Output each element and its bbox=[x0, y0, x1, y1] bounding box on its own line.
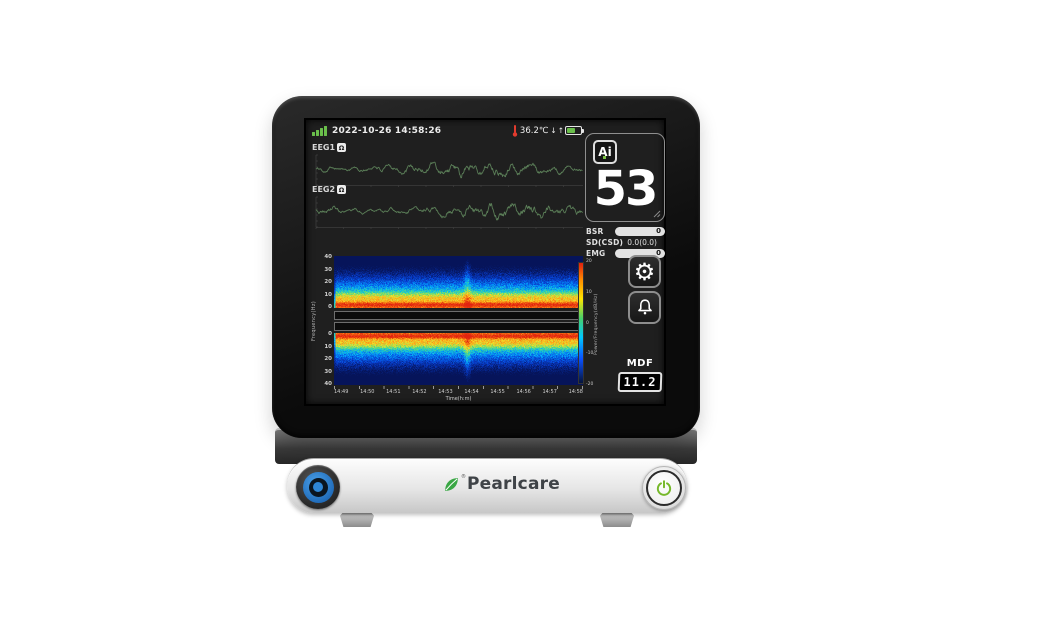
sd-csd-row: SD(CSD) 0.0(0.0) bbox=[586, 237, 665, 247]
time-tick-label: 14:58 bbox=[568, 389, 583, 395]
battery-icon bbox=[565, 126, 584, 135]
freq-tick-label: 30 bbox=[324, 368, 332, 375]
time-tick-label: 14:57 bbox=[542, 389, 557, 395]
time-tick-label: 14:51 bbox=[386, 389, 401, 395]
status-left-group: 2022-10-26 14:58:26 bbox=[312, 125, 442, 136]
time-tick-label: 14:50 bbox=[360, 389, 375, 395]
brand-name: Pearlcare bbox=[467, 474, 560, 494]
thermometer-icon bbox=[512, 125, 518, 137]
time-axis-ticks: 14:49 14:50 14:51 14:52 14:53 14:54 14:55 14:56… bbox=[334, 389, 583, 395]
power-colorbar bbox=[578, 262, 584, 384]
bsr-row: BSR 0 bbox=[586, 226, 665, 236]
eeg1-channel-label: EEG1 Ω bbox=[312, 143, 347, 152]
freq-tick-label: 40 bbox=[324, 254, 332, 260]
freq-tick-label: 10 bbox=[324, 291, 332, 298]
emg-value-pill: 0 bbox=[615, 248, 665, 258]
time-tick-label: 14:49 bbox=[334, 389, 349, 395]
bell-icon bbox=[637, 298, 652, 314]
anesthesia-index-panel[interactable]: Ai 53 bbox=[585, 133, 665, 222]
time-tick-label: 14:52 bbox=[412, 389, 427, 395]
mdf-display: 11.2 bbox=[617, 372, 663, 392]
time-tick-label: 14:55 bbox=[490, 389, 505, 395]
emg-label: EMG bbox=[586, 248, 606, 258]
gear-icon: ⚙ bbox=[633, 257, 656, 286]
arrow-up-icon: ↑ bbox=[557, 126, 564, 135]
registered-mark: ® bbox=[461, 474, 466, 480]
freq-ticks-bottom: 0 10 20 30 40 bbox=[319, 331, 332, 387]
colorbar-tick-label: -20 bbox=[586, 382, 594, 387]
ai-logo-text: Ai bbox=[598, 145, 612, 159]
freq-tick-label: 20 bbox=[324, 279, 332, 285]
frequency-axis-label: Frequency(Hz) bbox=[311, 301, 317, 342]
signal-strength-icon bbox=[312, 125, 327, 136]
freq-tick-label: 40 bbox=[324, 381, 332, 387]
freq-tick-label: 20 bbox=[324, 356, 332, 362]
eeg1-waveform bbox=[312, 153, 584, 187]
mdf-value: 11.2 bbox=[623, 375, 657, 389]
datetime-text: 2022-10-26 14:58:26 bbox=[332, 125, 442, 136]
colorbar-tick-label: 10 bbox=[586, 289, 592, 295]
mdf-label: MDF bbox=[626, 358, 654, 369]
colorbar-tick-label: 0 bbox=[586, 320, 589, 326]
arrow-down-icon: ↓ bbox=[550, 126, 556, 135]
time-axis-label: Time(h:m) bbox=[445, 396, 472, 402]
sd-csd-value: 0.0(0.0) bbox=[627, 237, 657, 247]
spectrogram-top bbox=[334, 256, 583, 308]
time-tick-label: 14:53 bbox=[438, 389, 453, 395]
temperature-text: 36.2℃ bbox=[519, 125, 549, 136]
device-foot-left bbox=[340, 511, 374, 527]
sd-csd-label: SD(CSD) bbox=[586, 237, 624, 247]
bsr-value-pill: 0 bbox=[615, 226, 665, 236]
status-bar: 2022-10-26 14:58:26 36.2℃ ↓ ↑ bbox=[312, 123, 584, 138]
sensor-connector-button[interactable] bbox=[296, 465, 340, 509]
connector-inner-ring bbox=[308, 477, 328, 497]
power-button[interactable] bbox=[642, 466, 686, 510]
settings-button[interactable]: ⚙ bbox=[628, 255, 661, 288]
eeg2-channel-label: EEG2 Ω bbox=[312, 185, 347, 194]
index-value: 53 bbox=[593, 161, 659, 217]
power-icon bbox=[656, 480, 672, 496]
colorbar-ticks: 20 10 0 -10 -20 bbox=[586, 259, 593, 387]
eeg1-label-text: EEG1 bbox=[312, 143, 336, 152]
time-tick-label: 14:56 bbox=[516, 389, 531, 395]
ai-logo-badge: Ai bbox=[593, 140, 617, 164]
spectrogram-gap-bar bbox=[334, 322, 583, 331]
freq-tick-label: 0 bbox=[328, 331, 332, 337]
monitor-display: 2022-10-26 14:58:26 36.2℃ ↓ ↑ EEG1 Ω EEG… bbox=[306, 120, 665, 404]
front-panel bbox=[287, 458, 687, 513]
alarm-button[interactable] bbox=[628, 291, 661, 324]
freq-tick-label: 10 bbox=[324, 343, 332, 350]
device-foot-right bbox=[600, 511, 634, 527]
status-right-group: 36.2℃ ↓ ↑ bbox=[512, 124, 584, 137]
connector-blue-ring bbox=[302, 471, 334, 503]
time-axis-tickmarks bbox=[334, 386, 583, 389]
spectrogram-bottom bbox=[334, 333, 583, 385]
bsr-label: BSR bbox=[586, 226, 604, 236]
freq-tick-label: 30 bbox=[324, 266, 332, 273]
freq-ticks-top: 40 30 20 10 0 bbox=[319, 254, 332, 310]
time-tick-label: 14:54 bbox=[464, 389, 479, 395]
power-button-ring bbox=[646, 470, 682, 506]
emg-row: EMG 0 bbox=[586, 248, 665, 258]
impedance-badge-icon: Ω bbox=[337, 143, 347, 152]
eeg2-label-text: EEG2 bbox=[312, 185, 336, 194]
colorbar-tick-label: -10 bbox=[586, 351, 594, 357]
leaf-logo-icon bbox=[445, 478, 458, 491]
spectrogram-gap-bar bbox=[334, 311, 583, 320]
corner-resize-icon bbox=[653, 210, 661, 218]
colorbar-tick-label: 20 bbox=[586, 259, 592, 264]
brand-logo: ® Pearlcare bbox=[443, 473, 560, 495]
impedance-badge-icon: Ω bbox=[337, 185, 347, 194]
connector-center-dot bbox=[313, 482, 323, 492]
eeg2-waveform bbox=[312, 195, 584, 229]
ai-status-dot bbox=[603, 156, 606, 159]
colorbar-axis-label: Power/Frequency(dB/Hz) bbox=[594, 293, 599, 355]
freq-tick-label: 0 bbox=[328, 304, 332, 310]
